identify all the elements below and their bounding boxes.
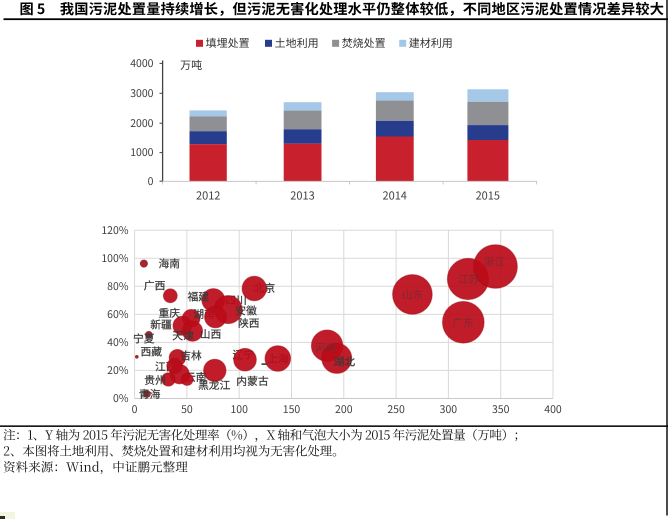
svg-text:120%: 120% bbox=[101, 223, 128, 238]
svg-text:湖北: 湖北 bbox=[334, 354, 356, 370]
svg-text:2012: 2012 bbox=[196, 188, 220, 204]
svg-text:2000: 2000 bbox=[130, 116, 153, 131]
svg-text:100: 100 bbox=[230, 402, 248, 417]
svg-text:0: 0 bbox=[148, 174, 154, 189]
svg-text:海南: 海南 bbox=[159, 256, 181, 272]
svg-text:0: 0 bbox=[132, 402, 138, 417]
svg-text:100%: 100% bbox=[101, 251, 128, 266]
svg-text:40%: 40% bbox=[107, 335, 129, 350]
svg-text:60%: 60% bbox=[107, 307, 129, 322]
svg-text:浙江: 浙江 bbox=[484, 255, 506, 270]
svg-text:山东: 山东 bbox=[402, 287, 423, 302]
svg-text:陕西: 陕西 bbox=[238, 315, 260, 331]
svg-text:400: 400 bbox=[544, 402, 562, 417]
svg-text:图 5 我国污泥处置量持续增长，但污泥无害化处理水平仍整体较: 图 5 我国污泥处置量持续增长，但污泥无害化处理水平仍整体较低，不同地区污泥处置… bbox=[20, 0, 665, 19]
svg-text:广西: 广西 bbox=[144, 277, 166, 293]
svg-text:填埋处置: 填埋处置 bbox=[206, 35, 250, 51]
svg-text:350: 350 bbox=[492, 402, 510, 417]
svg-text:80%: 80% bbox=[107, 279, 129, 294]
svg-text:1000: 1000 bbox=[130, 145, 153, 160]
svg-text:万吨: 万吨 bbox=[180, 57, 202, 73]
svg-text:0%: 0% bbox=[113, 391, 129, 406]
svg-text:内蒙古: 内蒙古 bbox=[236, 373, 269, 389]
svg-text:广东: 广东 bbox=[452, 316, 473, 331]
svg-text:西藏: 西藏 bbox=[141, 344, 163, 360]
svg-text:青海: 青海 bbox=[139, 386, 161, 402]
svg-text:吉林: 吉林 bbox=[180, 348, 202, 364]
svg-text:3000: 3000 bbox=[130, 86, 153, 101]
svg-text:资料来源：Wind，中证鹏元整理: 资料来源：Wind，中证鹏元整理 bbox=[3, 456, 188, 475]
svg-text:250: 250 bbox=[387, 402, 405, 417]
svg-text:300: 300 bbox=[440, 402, 458, 417]
svg-text:200: 200 bbox=[335, 402, 353, 417]
svg-text:建材利用: 建材利用 bbox=[409, 35, 453, 51]
svg-text:焚烧处置: 焚烧处置 bbox=[342, 35, 386, 51]
svg-text:50: 50 bbox=[181, 402, 193, 417]
svg-text:2013: 2013 bbox=[290, 188, 314, 204]
svg-text:福建: 福建 bbox=[188, 289, 210, 305]
svg-text:20%: 20% bbox=[107, 363, 129, 378]
svg-text:山西: 山西 bbox=[200, 326, 222, 342]
svg-text:天津: 天津 bbox=[172, 328, 194, 344]
svg-text:2014: 2014 bbox=[382, 188, 406, 204]
svg-text:江苏: 江苏 bbox=[458, 272, 480, 287]
svg-text:2015: 2015 bbox=[476, 188, 500, 204]
svg-text:黑龙江: 黑龙江 bbox=[198, 377, 231, 393]
svg-text:土地利用: 土地利用 bbox=[275, 35, 319, 51]
svg-text:150: 150 bbox=[283, 402, 301, 417]
svg-text:4000: 4000 bbox=[130, 56, 153, 71]
